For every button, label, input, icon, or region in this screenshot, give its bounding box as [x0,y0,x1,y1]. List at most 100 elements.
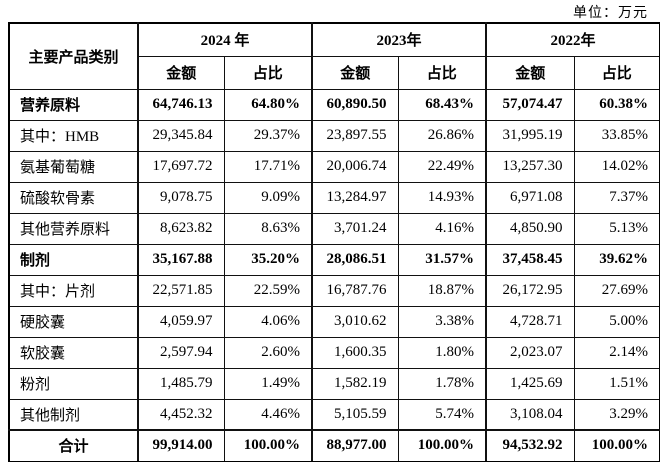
table-body: 营养原料 64,746.13 64.80% 60,890.50 68.43% 57,074… [8,88,660,462]
row-label: 其他营养原料 [8,212,139,245]
ratio-cell: 17.71% [223,150,313,183]
ratio-cell: 1.80% [397,336,487,369]
ratio-cell: 35.20% [223,243,313,276]
table-row: 粉剂 1,485.79 1.49% 1,582.19 1.78% 1,425.69 1.51… [8,367,660,400]
amount-cell: 3,701.24 [311,212,399,245]
amount-cell: 22,571.85 [137,274,225,307]
column-header-year-2024: 2024 年 [136,22,313,57]
ratio-cell: 5.74% [397,398,487,431]
ratio-cell: 39.62% [573,243,660,276]
row-label: 软胶囊 [8,336,139,369]
amount-cell: 28,086.51 [311,243,399,276]
amount-cell: 13,257.30 [485,150,575,183]
header-year-row: 主要产品类别 2024 年 2023年 2022年 [8,22,660,90]
row-label: 合计 [8,429,139,462]
amount-cell: 6,971.08 [485,181,575,214]
ratio-cell: 3.29% [573,398,660,431]
ratio-cell: 4.46% [223,398,313,431]
amount-cell: 2,597.94 [137,336,225,369]
ratio-cell: 22.59% [223,274,313,307]
amount-cell: 99,914.00 [137,429,225,462]
amount-cell: 16,787.76 [311,274,399,307]
ratio-cell: 33.85% [573,119,660,152]
amount-cell: 1,485.79 [137,367,225,400]
amount-cell: 3,108.04 [485,398,575,431]
row-label: 硫酸软骨素 [8,181,139,214]
ratio-cell: 14.93% [397,181,487,214]
ratio-cell: 4.06% [223,305,313,338]
ratio-cell: 2.14% [573,336,660,369]
ratio-cell: 27.69% [573,274,660,307]
column-header-amount-2024: 金额 [137,55,225,90]
row-label: 其他制剂 [8,398,139,431]
product-category-table: 主要产品类别 2024 年 2023年 2022年 金额 占比 金额 占比 金额… [8,22,660,462]
ratio-cell: 3.38% [397,305,487,338]
table-header: 主要产品类别 2024 年 2023年 2022年 金额 占比 金额 占比 金额… [8,22,660,90]
amount-cell: 26,172.95 [485,274,575,307]
amount-cell: 13,284.97 [311,181,399,214]
unit-label: 单位：万元 [573,6,648,21]
amount-cell: 31,995.19 [485,119,575,152]
table-row: 其他制剂 4,452.32 4.46% 5,105.59 5.74% 3,108.04 3.… [8,398,660,431]
table-row: 硫酸软骨素 9,078.75 9.09% 13,284.97 14.93% 6,971.0… [8,181,660,214]
row-label: 氨基葡萄糖 [8,150,139,183]
amount-cell: 5,105.59 [311,398,399,431]
ratio-cell: 64.80% [223,88,313,121]
ratio-cell: 29.37% [223,119,313,152]
column-header-year-2022: 2022年 [485,22,660,57]
amount-cell: 4,059.97 [137,305,225,338]
ratio-cell: 5.00% [573,305,660,338]
table-row: 制剂 35,167.88 35.20% 28,086.51 31.57% 37,458.4… [8,243,660,276]
ratio-cell: 2.60% [223,336,313,369]
ratio-cell: 60.38% [573,88,660,121]
amount-cell: 60,890.50 [311,88,399,121]
ratio-cell: 7.37% [573,181,660,214]
amount-cell: 23,897.55 [311,119,399,152]
ratio-cell: 100.00% [397,429,487,462]
table-row: 其他营养原料 8,623.82 8.63% 3,701.24 4.16% 4,850.90… [8,212,660,245]
ratio-cell: 18.87% [397,274,487,307]
table-row: 氨基葡萄糖 17,697.72 17.71% 20,006.74 22.49% 13,25… [8,150,660,183]
amount-cell: 94,532.92 [485,429,575,462]
row-label: 其中：片剂 [8,274,139,307]
amount-cell: 3,010.62 [311,305,399,338]
amount-cell: 2,023.07 [485,336,575,369]
ratio-cell: 5.13% [573,212,660,245]
ratio-cell: 22.49% [397,150,487,183]
ratio-cell: 1.49% [223,367,313,400]
column-header-year-2023: 2023年 [311,22,487,57]
table-row: 软胶囊 2,597.94 2.60% 1,600.35 1.80% 2,023.07 2.1… [8,336,660,369]
ratio-cell: 68.43% [397,88,487,121]
table-row: 营养原料 64,746.13 64.80% 60,890.50 68.43% 57,074… [8,88,660,121]
amount-cell: 1,600.35 [311,336,399,369]
ratio-cell: 100.00% [573,429,660,462]
column-header-amount-2023: 金额 [311,55,399,90]
amount-cell: 17,697.72 [137,150,225,183]
column-header-ratio-2022: 占比 [573,55,660,90]
ratio-cell: 8.63% [223,212,313,245]
column-header-category: 主要产品类别 [8,22,139,90]
amount-cell: 4,850.90 [485,212,575,245]
column-header-ratio-2024: 占比 [223,55,313,90]
row-label: 硬胶囊 [8,305,139,338]
ratio-cell: 9.09% [223,181,313,214]
header-sub-row: 金额 占比 金额 占比 金额 占比 [9,55,660,90]
column-header-ratio-2023: 占比 [397,55,487,90]
amount-cell: 57,074.47 [485,88,575,121]
amount-cell: 8,623.82 [137,212,225,245]
ratio-cell: 1.51% [573,367,660,400]
row-label: 粉剂 [8,367,139,400]
table-row: 其中：片剂 22,571.85 22.59% 16,787.76 18.87% 26,17… [8,274,660,307]
table-row-total: 合计 99,914.00 100.00% 88,977.00 100.00% 94,532… [8,429,660,462]
table-row: 硬胶囊 4,059.97 4.06% 3,010.62 3.38% 4,728.71 5.0… [8,305,660,338]
table-row: 其中：HMB 29,345.84 29.37% 23,897.55 26.86% 31,9… [8,119,660,152]
amount-cell: 9,078.75 [137,181,225,214]
amount-cell: 1,425.69 [485,367,575,400]
ratio-cell: 14.02% [573,150,660,183]
amount-cell: 20,006.74 [311,150,399,183]
amount-cell: 35,167.88 [137,243,225,276]
ratio-cell: 4.16% [397,212,487,245]
row-label: 营养原料 [8,88,139,121]
amount-cell: 29,345.84 [137,119,225,152]
